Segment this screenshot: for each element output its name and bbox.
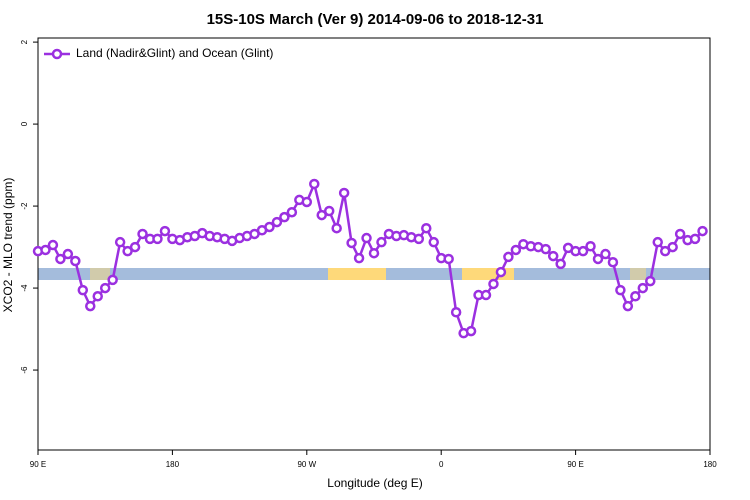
point <box>62 248 74 260</box>
point <box>503 251 514 263</box>
point <box>622 300 634 312</box>
point <box>338 187 350 199</box>
point <box>92 291 103 302</box>
point <box>607 256 619 268</box>
point <box>331 222 342 234</box>
point <box>630 291 641 302</box>
point <box>495 266 507 278</box>
point <box>353 252 365 264</box>
y-tick-label: -2 <box>20 202 29 210</box>
point <box>585 241 596 252</box>
x-tick-label: 180 <box>703 460 717 469</box>
legend-label: Land (Nadir&Glint) and Ocean (Glint) <box>76 46 273 60</box>
point <box>346 237 357 249</box>
point <box>129 241 141 253</box>
point <box>301 196 313 208</box>
point <box>361 232 372 244</box>
y-axis-label: XCO2 - MLO trend (ppm) <box>1 178 15 313</box>
point <box>99 282 111 294</box>
point <box>159 225 171 237</box>
point <box>137 228 148 240</box>
plot-frame <box>37 37 711 451</box>
point <box>85 300 96 312</box>
point <box>152 233 163 245</box>
point <box>689 233 701 245</box>
x-tick-label: 90 E <box>30 460 46 469</box>
chart-title: 15S-10S March (Ver 9) 2014-09-06 to 2018… <box>207 11 544 28</box>
x-axis-label: Longitude (deg E) <box>327 476 422 490</box>
point <box>40 244 51 256</box>
x-tick-label: 180 <box>166 460 180 469</box>
point <box>592 253 604 265</box>
point <box>70 255 81 267</box>
y-tick-label: -4 <box>20 284 29 292</box>
point <box>114 236 126 248</box>
point <box>465 325 477 337</box>
point <box>510 244 522 256</box>
point <box>55 253 66 265</box>
point <box>667 241 678 253</box>
point <box>659 245 671 257</box>
point <box>316 209 327 221</box>
legend-marker <box>51 48 63 60</box>
point <box>376 236 387 248</box>
y-tick-label: 0 <box>20 121 29 126</box>
point <box>637 282 649 294</box>
point <box>547 250 559 262</box>
point <box>368 247 380 259</box>
y-tick-label: 2 <box>20 39 29 44</box>
point <box>450 307 462 318</box>
point <box>540 243 551 255</box>
y-tick-label: -6 <box>20 366 29 374</box>
surface-strip <box>38 268 710 280</box>
point <box>645 275 656 287</box>
point <box>443 253 454 265</box>
point <box>600 248 611 260</box>
point <box>279 211 290 223</box>
point <box>286 206 298 218</box>
point <box>697 225 708 237</box>
point <box>413 233 425 245</box>
point <box>488 278 499 290</box>
point <box>271 216 283 228</box>
point <box>309 178 320 190</box>
x-tick-label: 90 W <box>297 460 316 469</box>
point <box>555 258 566 270</box>
x-tick-label: 90 E <box>567 460 583 469</box>
point <box>421 222 432 234</box>
point <box>428 236 439 248</box>
point <box>674 228 686 240</box>
point <box>77 284 89 296</box>
point <box>577 245 589 257</box>
point <box>480 289 492 301</box>
point <box>47 239 59 251</box>
point <box>615 284 626 296</box>
point <box>264 221 275 233</box>
point <box>652 236 663 248</box>
point <box>122 245 133 257</box>
x-tick-label: 0 <box>439 460 444 469</box>
point <box>107 274 118 286</box>
point <box>323 205 335 217</box>
